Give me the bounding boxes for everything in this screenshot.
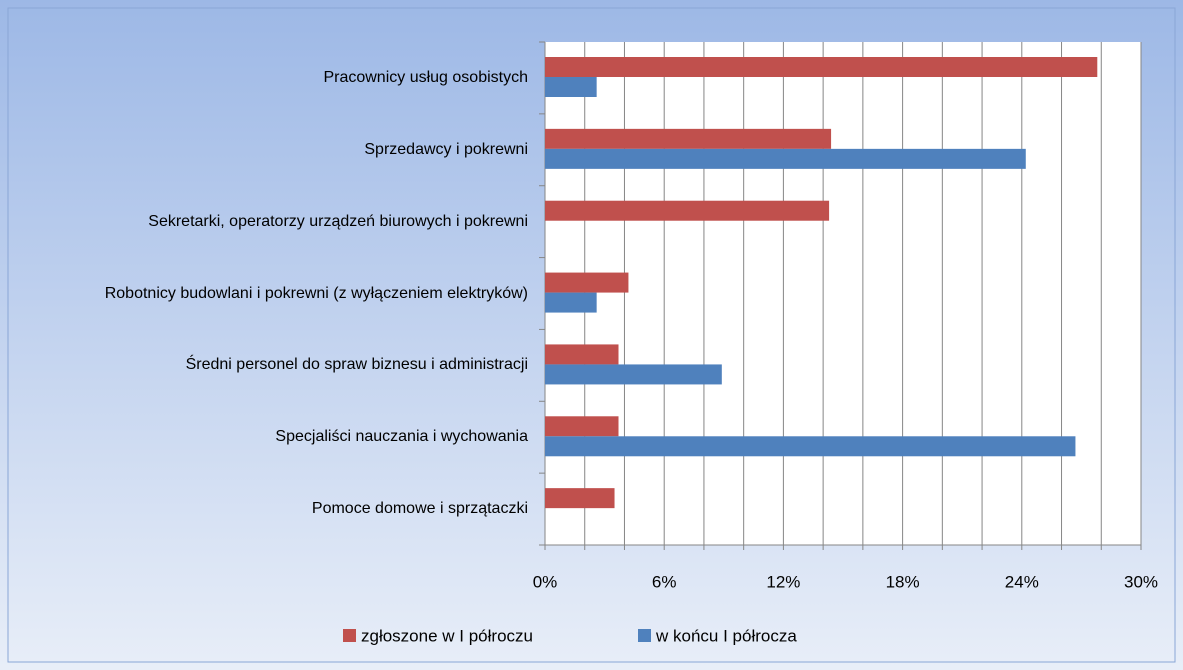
bar xyxy=(545,77,597,97)
legend-label: w końcu I półrocza xyxy=(655,626,797,645)
y-tick-label: Średni personel do spraw biznesu i admin… xyxy=(185,356,528,374)
bar xyxy=(545,292,597,313)
x-tick-label: 12% xyxy=(766,572,800,591)
y-tick-label: Specjaliści nauczania i wychowania xyxy=(275,428,528,446)
legend-label: zgłoszone w I półroczu xyxy=(361,626,533,645)
x-tick-label: 30% xyxy=(1124,572,1158,591)
bar xyxy=(545,272,629,293)
bar xyxy=(545,200,830,221)
bar xyxy=(545,148,1026,169)
legend-swatch xyxy=(638,629,651,642)
x-tick-label: 24% xyxy=(1005,572,1039,591)
bar xyxy=(545,416,619,437)
bar xyxy=(545,344,619,365)
bar xyxy=(545,488,615,509)
y-tick-label: Sprzedawcy i pokrewni xyxy=(364,140,528,158)
bar xyxy=(545,57,1098,77)
legend-swatch xyxy=(343,629,356,642)
y-tick-label: Pomoce domowe i sprzątaczki xyxy=(311,500,528,518)
x-tick-label: 0% xyxy=(533,572,558,591)
y-tick-label: Robotnicy budowlani i pokrewni (z wyłącz… xyxy=(104,284,528,302)
x-tick-label: 18% xyxy=(886,572,920,591)
plot-area xyxy=(545,42,1141,545)
bar xyxy=(545,364,722,385)
bar xyxy=(545,436,1076,457)
y-tick-label: Sekretarki, operatorzy urządzeń biurowyc… xyxy=(148,212,528,230)
chart-border xyxy=(7,7,1176,663)
bar xyxy=(545,128,832,149)
y-tick-label: Pracownicy usług osobistych xyxy=(323,68,528,86)
x-tick-label: 6% xyxy=(652,572,677,591)
